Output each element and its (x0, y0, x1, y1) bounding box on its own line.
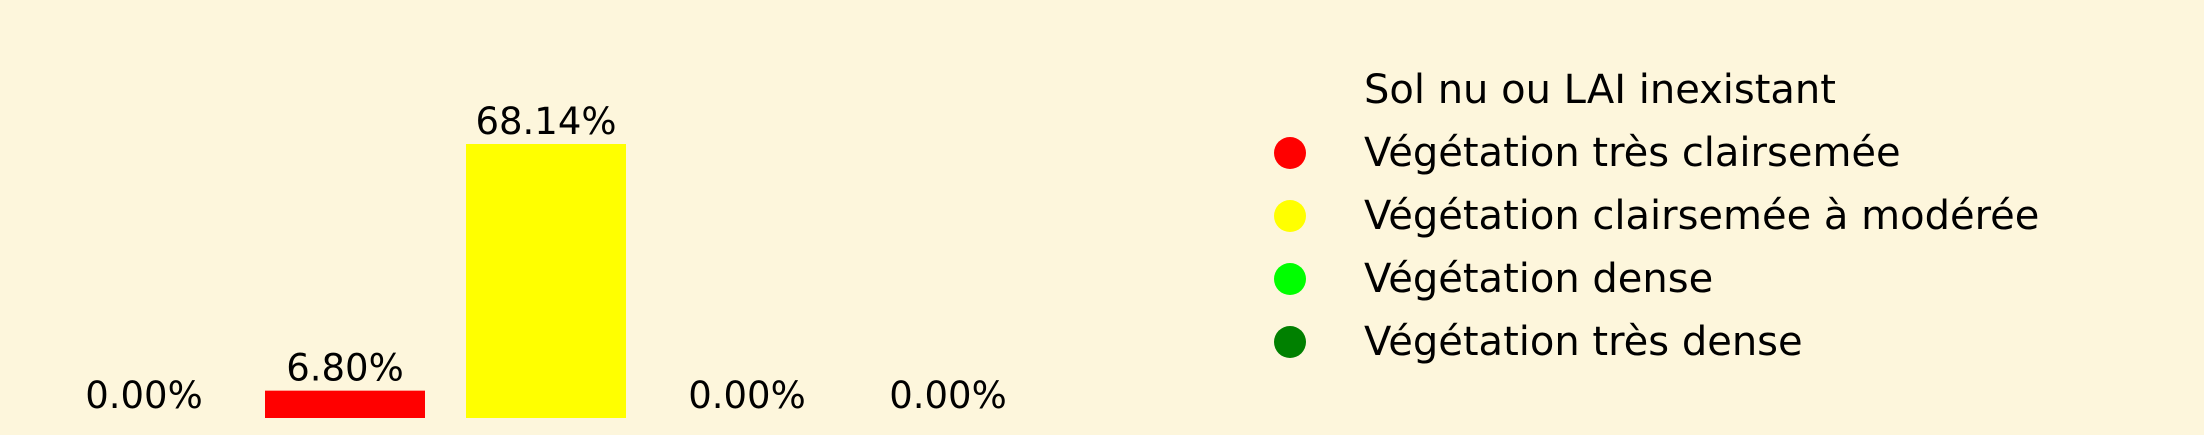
bar-value-label: 6.80% (286, 347, 404, 390)
legend-marker-icon (1274, 262, 1306, 295)
bar-chart: 0.00% 6.80% 68.14% 0.00% 0.00% (85, 100, 1007, 418)
legend-label: Sol nu ou LAI inexistant (1364, 66, 1836, 113)
legend-item: Sol nu ou LAI inexistant (1268, 58, 2188, 121)
legend-marker-icon (1274, 325, 1306, 358)
bar (265, 390, 425, 418)
legend-item: Végétation dense (1268, 247, 2188, 310)
bar-value-label: 68.14% (475, 100, 616, 143)
legend-marker-icon (1274, 136, 1306, 169)
legend-item: Végétation très dense (1268, 310, 2188, 373)
bar-value-label: 0.00% (85, 374, 203, 417)
legend-marker-icon (1274, 73, 1306, 106)
legend-label: Végétation très clairsemée (1364, 129, 1901, 176)
legend-item: Végétation clairsemée à modérée (1268, 184, 2188, 247)
legend: Sol nu ou LAI inexistant Végétation très… (1268, 58, 2188, 373)
legend-marker-icon (1274, 199, 1306, 232)
legend-label: Végétation clairsemée à modérée (1364, 192, 2040, 239)
legend-label: Végétation dense (1364, 255, 1714, 302)
bar-value-label: 0.00% (889, 374, 1007, 417)
legend-item: Végétation très clairsemée (1268, 121, 2188, 184)
bar (466, 144, 626, 418)
bar-value-label: 0.00% (688, 374, 806, 417)
legend-label: Végétation très dense (1364, 318, 1803, 365)
